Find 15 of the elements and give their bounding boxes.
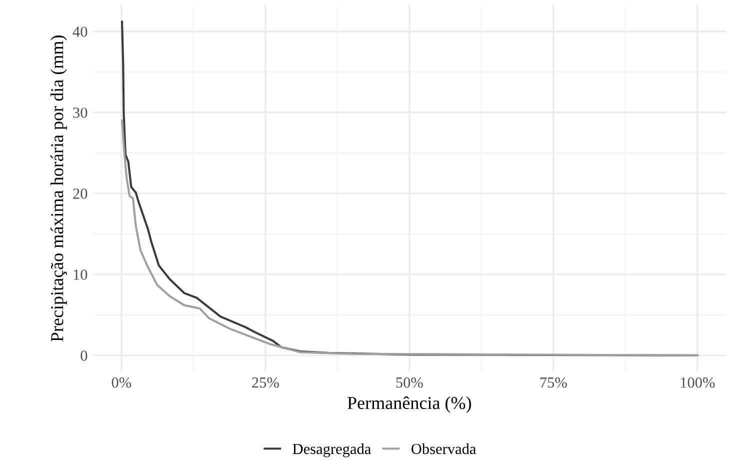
x-tick-label: 0%: [112, 377, 132, 388]
x-tick-label: 50%: [396, 377, 423, 388]
y-tick-label: 10: [74, 270, 88, 280]
y-tick-label: 20: [73, 188, 88, 199]
legend-label: Desagregada: [292, 443, 371, 458]
y-axis-title: Precipitação máxima horária por dia (mm): [50, 36, 67, 342]
x-tick-label: 25%: [252, 377, 279, 388]
y-tick-label: 30: [73, 108, 88, 118]
x-axis-title: Permanência (%): [348, 396, 472, 413]
x-tick-label: 75%: [540, 377, 567, 388]
legend-label: Observada: [412, 443, 476, 454]
y-tick-label: 40: [72, 26, 88, 37]
line-series: [120, 119, 698, 356]
y-tick-label: 0: [80, 350, 88, 361]
x-tick-label: 100%: [680, 377, 715, 388]
